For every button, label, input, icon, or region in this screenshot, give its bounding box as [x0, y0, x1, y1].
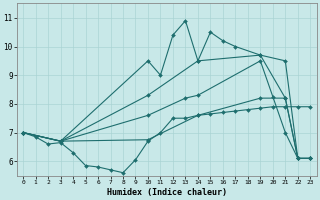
X-axis label: Humidex (Indice chaleur): Humidex (Indice chaleur) [107, 188, 227, 197]
